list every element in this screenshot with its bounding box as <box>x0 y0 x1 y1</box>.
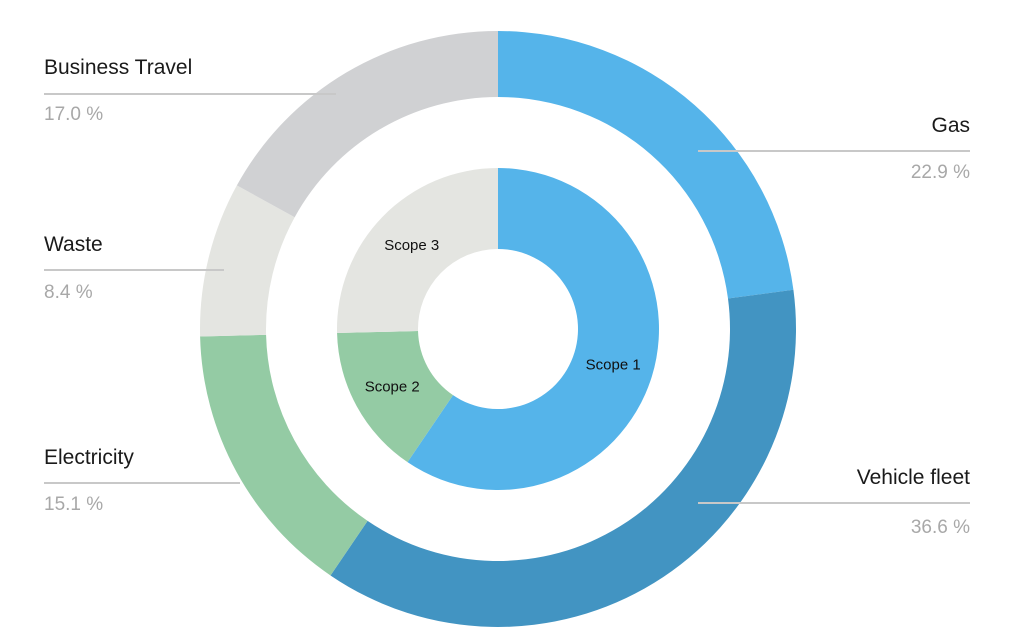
inner-slice-scope-3 <box>337 168 498 334</box>
label-gas: Gas <box>931 114 970 137</box>
inner-label-scope-2: Scope 2 <box>365 379 420 396</box>
outer-slice-electricity <box>200 334 368 576</box>
leader-gas <box>698 150 970 152</box>
value-business-travel: 17.0 % <box>44 104 104 125</box>
label-electricity: Electricity <box>44 446 134 469</box>
value-waste: 8.4 % <box>44 282 93 303</box>
label-vehicle-fleet: Vehicle fleet <box>856 466 970 489</box>
outer-slice-waste <box>200 185 295 337</box>
outer-ring <box>200 31 797 628</box>
inner-ring: Scope 1 Scope 2 Scope 3 <box>337 168 659 490</box>
inner-slice-scope-2 <box>337 331 454 463</box>
value-gas: 22.9 % <box>910 162 970 183</box>
outer-slice-gas <box>498 31 794 299</box>
label-waste: Waste <box>44 233 103 256</box>
leader-waste <box>44 269 224 271</box>
label-business-travel: Business Travel <box>44 56 193 79</box>
leader-business-travel <box>44 93 336 95</box>
outer-slice-business-travel <box>236 31 499 218</box>
value-electricity: 15.1 % <box>44 494 104 515</box>
inner-label-scope-1: Scope 1 <box>586 356 641 373</box>
value-vehicle-fleet: 36.6 % <box>910 517 970 538</box>
inner-label-scope-3: Scope 3 <box>384 237 439 254</box>
outer-slice-vehicle-fleet <box>330 289 797 628</box>
leader-vehicle-fleet <box>698 502 970 504</box>
leader-electricity <box>44 482 240 484</box>
inner-slice-scope-1 <box>407 168 659 490</box>
